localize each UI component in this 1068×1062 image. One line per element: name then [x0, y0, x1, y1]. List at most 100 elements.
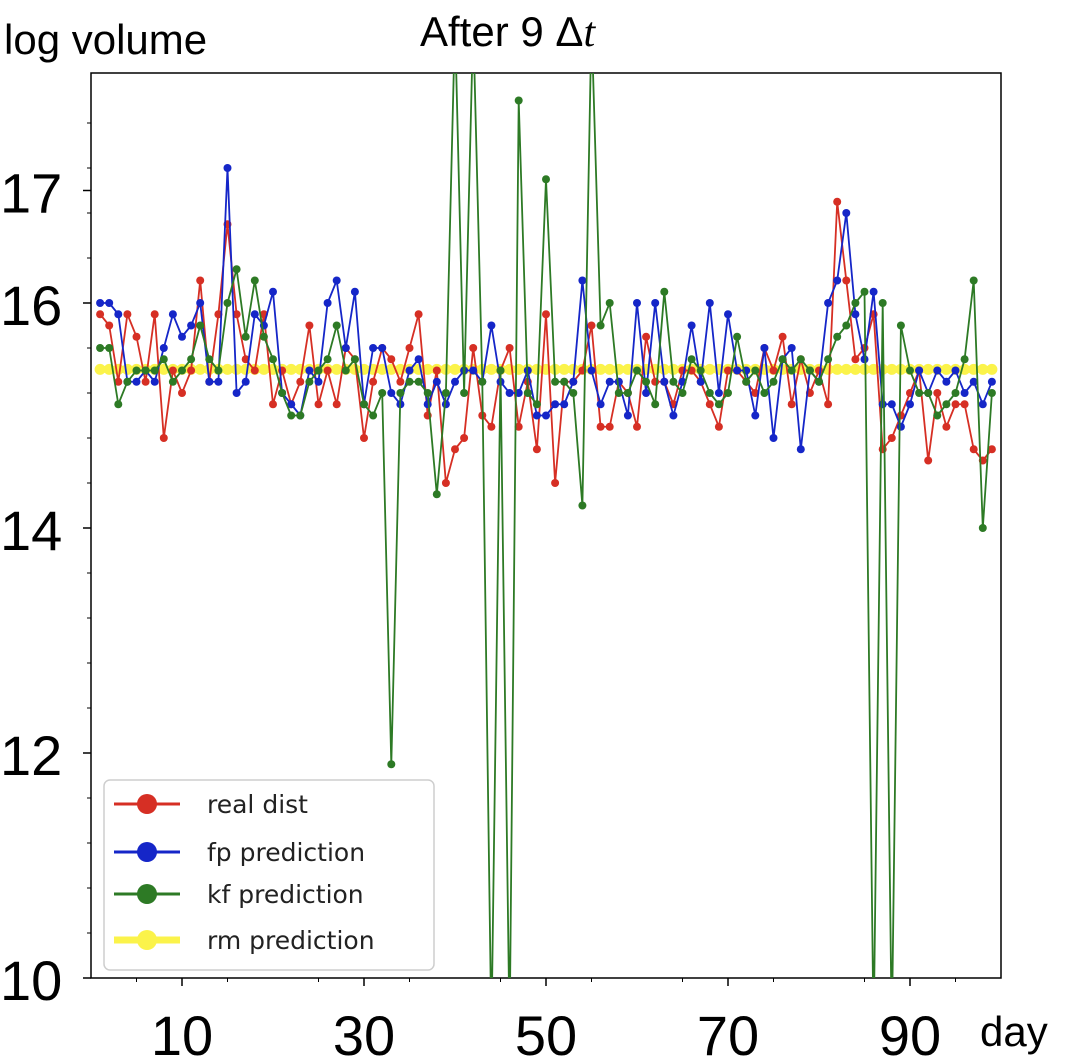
- data-point: [705, 400, 714, 409]
- data-point: [323, 366, 332, 375]
- data-point: [733, 332, 742, 341]
- data-point: [887, 400, 896, 409]
- data-point: [824, 299, 833, 307]
- data-point: [787, 400, 796, 409]
- data-point: [760, 389, 769, 397]
- data-point: [651, 400, 660, 409]
- data-point: [724, 366, 732, 375]
- data-point: [969, 276, 978, 285]
- data-point: [687, 355, 696, 364]
- chart-title-main: After 9: [420, 8, 555, 55]
- data-point: [551, 377, 560, 386]
- data-point: [332, 276, 341, 285]
- data-point: [187, 366, 196, 375]
- data-point: [223, 164, 232, 172]
- data-point: [660, 377, 669, 386]
- data-point: [658, 363, 670, 375]
- data-point: [332, 400, 341, 409]
- data-point: [432, 377, 441, 386]
- data-point: [614, 389, 623, 397]
- data-point: [978, 524, 987, 532]
- data-point: [642, 332, 651, 341]
- data-point: [523, 389, 532, 397]
- data-point: [422, 363, 434, 375]
- data-point: [250, 310, 259, 319]
- data-point: [978, 400, 987, 409]
- data-point: [705, 389, 714, 397]
- data-point: [859, 363, 870, 375]
- data-point: [840, 363, 852, 375]
- data-point: [287, 400, 296, 409]
- data-point: [651, 299, 660, 307]
- y-tick-label: 12: [0, 724, 62, 787]
- data-point: [287, 411, 296, 420]
- data-point: [560, 400, 569, 409]
- data-point: [878, 445, 887, 454]
- data-point: [587, 366, 596, 375]
- data-point: [478, 377, 487, 386]
- y-tick-label: 14: [0, 499, 62, 562]
- legend-item: fp prediction: [114, 838, 365, 867]
- data-point: [505, 344, 514, 352]
- data-point: [396, 389, 405, 397]
- data-point: [642, 389, 651, 397]
- data-point: [751, 411, 760, 420]
- data-point: [187, 321, 196, 330]
- data-point: [833, 197, 842, 206]
- data-point: [305, 377, 314, 386]
- data-point: [159, 355, 168, 364]
- x-tick-label: 90: [879, 1004, 941, 1062]
- data-point: [178, 366, 186, 375]
- data-point: [906, 400, 914, 409]
- data-point: [869, 287, 878, 296]
- data-point: [360, 434, 368, 442]
- data-point: [360, 400, 368, 409]
- data-point: [105, 344, 114, 352]
- data-point: [942, 422, 951, 431]
- data-point: [886, 363, 898, 375]
- data-point: [986, 363, 998, 375]
- data-point: [951, 366, 960, 375]
- data-point: [469, 344, 478, 352]
- data-point: [132, 332, 141, 341]
- data-point: [906, 366, 914, 375]
- data-point: [214, 377, 223, 386]
- data-point: [660, 287, 669, 296]
- data-point: [487, 1030, 495, 1038]
- data-point: [241, 332, 250, 341]
- data-point: [724, 310, 732, 319]
- data-point: [305, 321, 314, 330]
- data-point: [451, 445, 459, 454]
- data-point: [168, 310, 177, 319]
- data-point: [178, 332, 186, 341]
- data-point: [833, 276, 842, 285]
- data-point: [376, 363, 388, 375]
- x-axis-label: day: [980, 1008, 1048, 1055]
- data-point: [870, 1030, 878, 1038]
- data-point: [915, 366, 924, 375]
- data-point: [94, 363, 106, 375]
- data-point: [878, 400, 887, 409]
- data-point: [687, 321, 696, 330]
- data-point: [633, 366, 641, 375]
- data-point: [141, 377, 150, 386]
- data-point: [269, 400, 277, 409]
- data-point: [951, 400, 960, 409]
- data-point: [933, 389, 942, 397]
- data-point: [96, 344, 105, 352]
- data-point: [942, 400, 951, 409]
- data-point: [341, 366, 350, 375]
- data-point: [987, 377, 996, 386]
- data-point: [532, 445, 541, 454]
- data-point: [259, 332, 268, 341]
- data-point: [924, 456, 933, 465]
- legend-marker: [137, 842, 157, 862]
- y-axis-label: log volume: [4, 16, 207, 63]
- legend-item: rm prediction: [114, 926, 375, 955]
- data-point: [815, 377, 823, 386]
- data-point: [933, 411, 942, 420]
- data-point: [633, 299, 641, 307]
- data-point: [314, 366, 323, 375]
- data-point: [432, 490, 441, 499]
